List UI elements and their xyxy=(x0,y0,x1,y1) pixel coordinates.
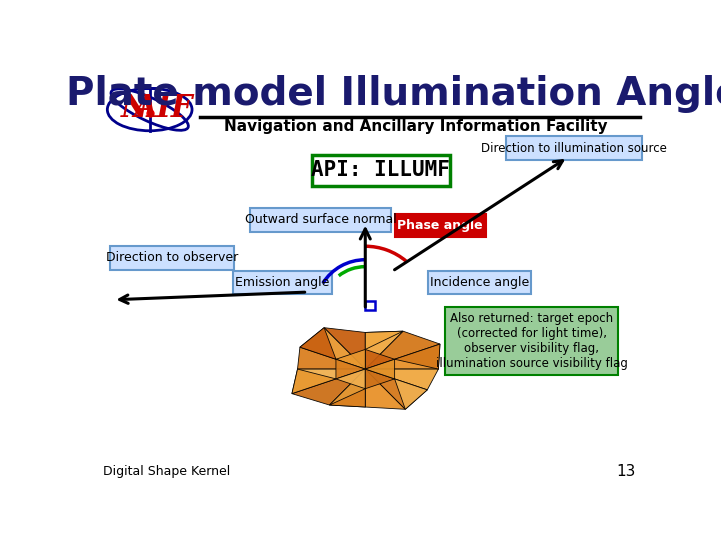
Polygon shape xyxy=(366,331,440,369)
Polygon shape xyxy=(366,369,405,410)
Text: Digital Shape Kernel: Digital Shape Kernel xyxy=(104,465,231,478)
Polygon shape xyxy=(394,379,428,410)
Polygon shape xyxy=(300,328,366,369)
Polygon shape xyxy=(324,328,366,369)
Polygon shape xyxy=(366,359,394,379)
Polygon shape xyxy=(366,349,394,369)
Polygon shape xyxy=(329,369,366,407)
Text: Plate model Illumination Angles: Plate model Illumination Angles xyxy=(66,75,721,113)
FancyBboxPatch shape xyxy=(233,270,332,294)
Polygon shape xyxy=(292,369,336,394)
Polygon shape xyxy=(336,369,366,389)
Polygon shape xyxy=(366,331,403,349)
FancyBboxPatch shape xyxy=(428,270,531,294)
Polygon shape xyxy=(336,359,366,379)
FancyBboxPatch shape xyxy=(110,246,234,270)
Text: N: N xyxy=(120,93,149,123)
Polygon shape xyxy=(394,344,440,369)
Polygon shape xyxy=(298,347,366,369)
Polygon shape xyxy=(366,344,440,369)
FancyBboxPatch shape xyxy=(394,214,486,237)
Text: AIF: AIF xyxy=(134,93,193,123)
Polygon shape xyxy=(292,369,366,405)
FancyBboxPatch shape xyxy=(446,307,618,375)
FancyBboxPatch shape xyxy=(249,208,392,232)
Text: Incidence angle: Incidence angle xyxy=(430,275,529,288)
Polygon shape xyxy=(366,369,394,389)
Text: Phase angle: Phase angle xyxy=(397,219,483,232)
Text: Direction to observer: Direction to observer xyxy=(106,251,238,264)
FancyBboxPatch shape xyxy=(312,155,450,186)
Polygon shape xyxy=(336,349,366,369)
Text: Emission angle: Emission angle xyxy=(235,275,329,288)
Polygon shape xyxy=(366,331,403,369)
Text: Also returned: target epoch
(corrected for light time),
observer visibility flag: Also returned: target epoch (corrected f… xyxy=(435,312,627,371)
Polygon shape xyxy=(329,389,366,407)
Text: Navigation and Ancillary Information Facility: Navigation and Ancillary Information Fac… xyxy=(224,119,607,134)
FancyBboxPatch shape xyxy=(506,136,642,160)
Text: Direction to illumination source: Direction to illumination source xyxy=(481,142,667,155)
Text: API: ILLUMF: API: ILLUMF xyxy=(311,161,450,180)
Text: Outward surface normal: Outward surface normal xyxy=(244,213,397,226)
Polygon shape xyxy=(366,369,428,410)
Text: 13: 13 xyxy=(616,464,635,479)
Polygon shape xyxy=(366,369,438,390)
Polygon shape xyxy=(300,328,336,359)
Polygon shape xyxy=(292,369,366,394)
